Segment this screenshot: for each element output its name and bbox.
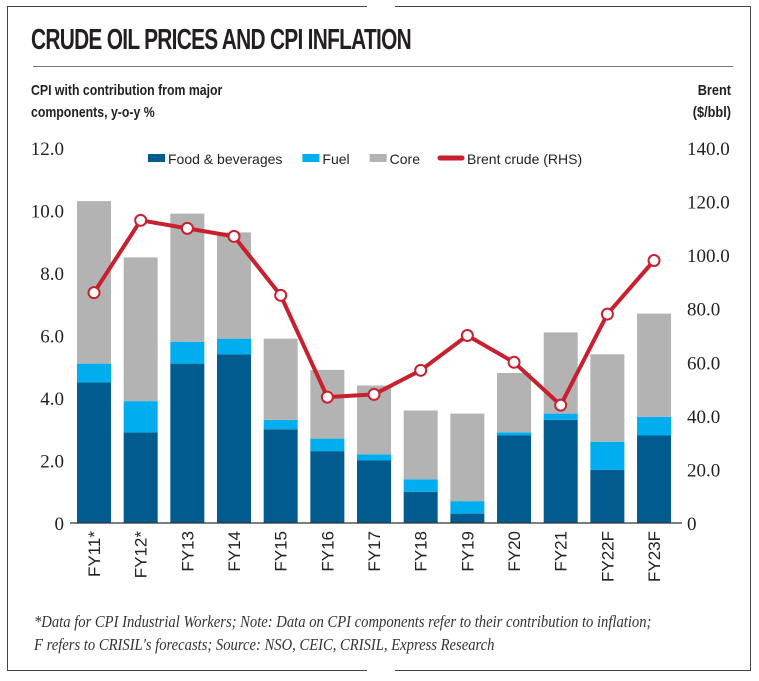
brent-point (227, 229, 241, 243)
left-tick-label: 8.0 (40, 264, 64, 285)
bar-fuel (403, 479, 438, 492)
right-tick-label: 20.0 (687, 460, 720, 481)
legend-swatch (369, 154, 387, 162)
bar-fuel (217, 338, 252, 355)
bar-core (170, 213, 205, 342)
footnote-line2: F refers to CRISIL's forecasts; Source: … (34, 635, 495, 654)
bar-core (637, 313, 672, 417)
bar-fuel (357, 454, 392, 461)
bar-fuel (170, 341, 205, 364)
x-tick-label: FY16 (318, 531, 337, 572)
bar-core (123, 257, 158, 402)
bar-fuel (543, 413, 578, 420)
legend-label: Core (390, 151, 421, 167)
brent-point (647, 254, 661, 267)
bar-food-beverages (170, 363, 205, 523)
right-tick-label: 100.0 (687, 246, 730, 267)
legend-label: Brent crude (RHS) (467, 151, 582, 167)
x-tick-label: FY11* (85, 531, 104, 577)
brent-point (320, 390, 334, 404)
x-tick-label: FY12* (132, 531, 151, 579)
brent-point (600, 307, 614, 321)
bar-core (310, 369, 345, 439)
title-divider (33, 66, 733, 67)
brent-point (134, 213, 148, 227)
x-tick-label: FY17 (365, 531, 384, 572)
right-tick-label: 80.0 (687, 300, 720, 321)
brent-point (87, 286, 101, 300)
left-tick-label: 10.0 (31, 202, 64, 223)
brent-point (507, 355, 521, 369)
bar-fuel (450, 501, 485, 514)
right-tick-label: 120.0 (687, 193, 730, 214)
x-tick-label: FY22F (598, 531, 617, 582)
bar-food-beverages (450, 513, 485, 523)
chart-title: CRUDE OIL PRICES AND CPI INFLATION (31, 24, 412, 56)
right-tick-label: 140.0 (687, 139, 730, 160)
bar-food-beverages (217, 354, 252, 523)
left-tick-label: 2.0 (40, 452, 64, 473)
bar-food-beverages (310, 451, 345, 523)
footnote: *Data for CPI Industrial Workers; Note: … (34, 610, 651, 656)
right-axis-title: Brent ($/bbl) (693, 80, 731, 124)
left-axis-title-line1: CPI with contribution from major (31, 82, 223, 99)
right-tick-label: 0 (687, 514, 697, 535)
bar-fuel (310, 438, 345, 452)
bar-fuel (590, 441, 625, 470)
bar-core (263, 338, 298, 420)
right-tick-label: 60.0 (687, 353, 720, 374)
brent-point (460, 329, 474, 342)
bar-food-beverages (77, 382, 111, 523)
bar-fuel (263, 419, 298, 430)
bar-fuel (77, 363, 111, 383)
bar-core (77, 201, 111, 364)
x-tick-label: FY13 (178, 531, 197, 572)
brent-point (274, 288, 288, 302)
legend-label: Fuel (322, 151, 349, 167)
left-axis-title-line2: components, y-o-y % (31, 104, 155, 121)
x-tick-label: FY20 (505, 531, 524, 572)
bar-food-beverages (590, 469, 625, 523)
frame-notch (367, 3, 395, 9)
brent-point (414, 363, 428, 377)
bar-core (497, 373, 532, 433)
left-tick-label: 0 (55, 514, 65, 535)
brent-point (554, 398, 568, 412)
bar-food-beverages (123, 432, 158, 523)
bar-food-beverages (637, 435, 672, 523)
legend-swatch (302, 154, 320, 162)
bar-food-beverages (403, 491, 438, 523)
x-tick-label: FY14 (225, 531, 244, 572)
x-tick-label: FY19 (458, 531, 477, 572)
bar-food-beverages (497, 435, 532, 523)
bar-food-beverages (543, 419, 578, 523)
bar-core (590, 354, 625, 442)
bar-core (450, 413, 485, 502)
left-tick-label: 12.0 (31, 139, 64, 160)
right-axis-title-line1: Brent (697, 82, 731, 99)
legend-label: Food & beverages (168, 151, 282, 167)
bar-fuel (637, 416, 672, 436)
bar-core (403, 410, 438, 480)
left-tick-label: 6.0 (40, 327, 64, 348)
brent-point (180, 221, 194, 235)
brent-point (367, 387, 381, 401)
left-tick-label: 4.0 (40, 389, 64, 410)
x-tick-label: FY18 (412, 531, 431, 572)
frame-notch (367, 668, 395, 674)
x-tick-label: FY15 (272, 531, 291, 572)
bar-food-beverages (357, 460, 392, 523)
bar-fuel (497, 432, 532, 436)
legend-swatch (148, 154, 165, 162)
x-tick-label: FY23F (645, 531, 664, 582)
right-tick-label: 40.0 (687, 407, 720, 428)
footnote-line1: *Data for CPI Industrial Workers; Note: … (34, 612, 652, 631)
right-axis-title-line2: ($/bbl) (692, 104, 731, 121)
x-tick-label: FY21 (552, 531, 571, 572)
bar-fuel (123, 401, 158, 433)
bar-food-beverages (263, 429, 298, 523)
left-axis-title: CPI with contribution from major compone… (31, 80, 222, 124)
